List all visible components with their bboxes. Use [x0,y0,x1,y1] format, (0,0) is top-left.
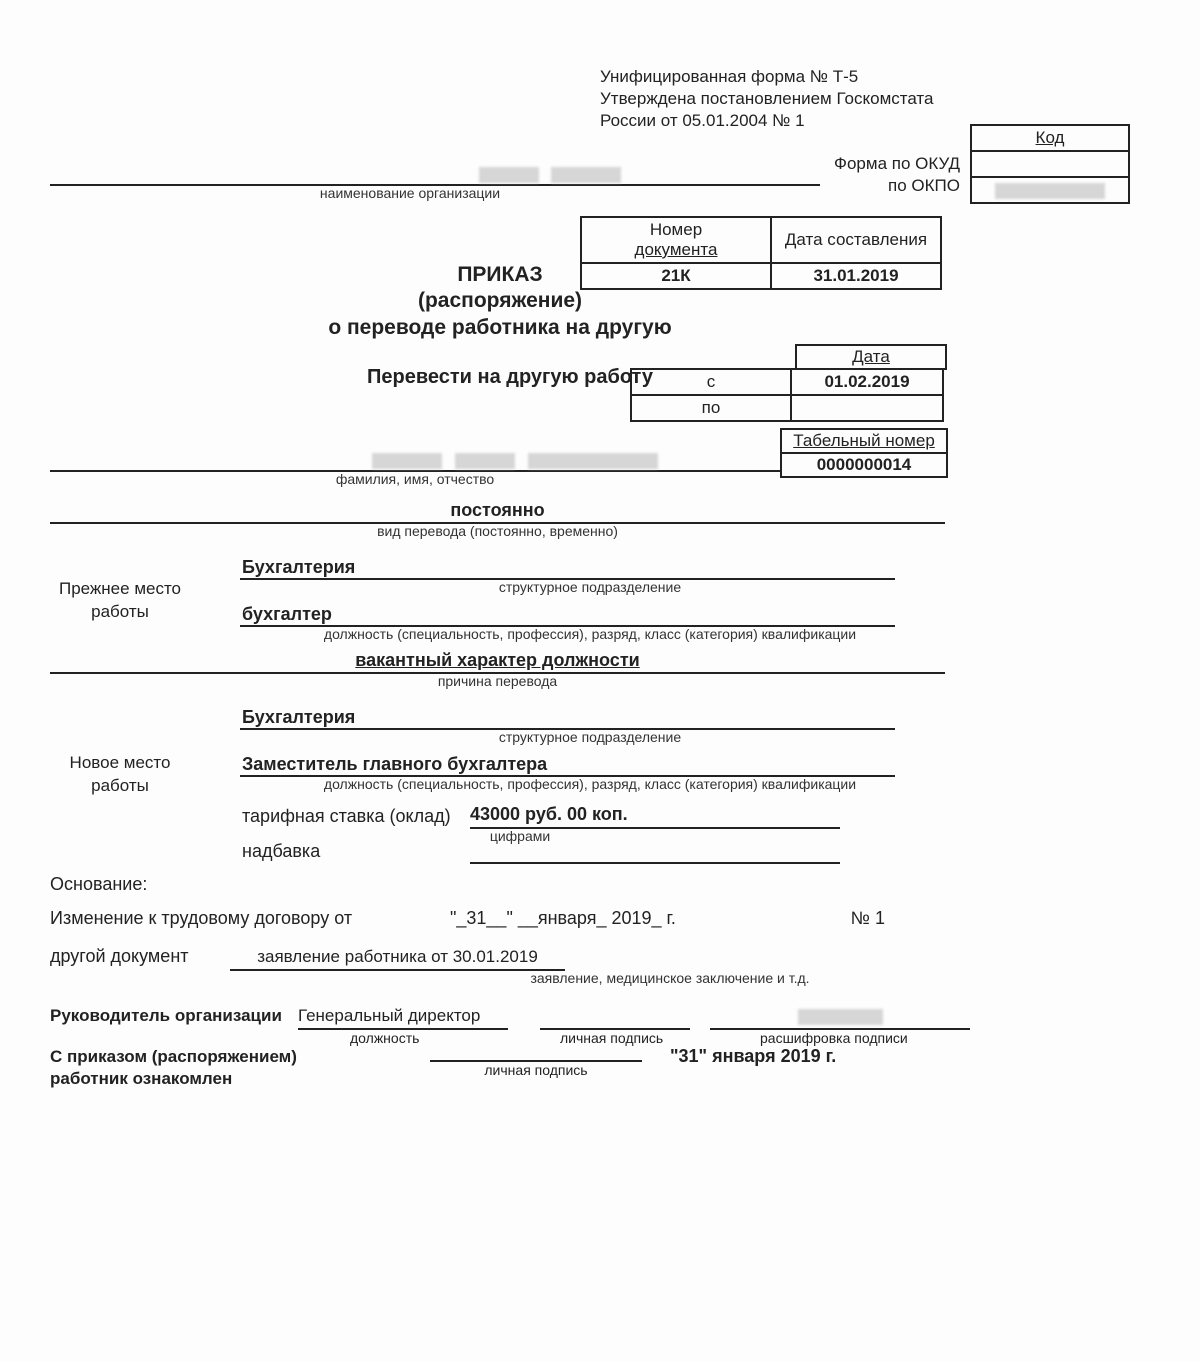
basis-section: Основание: Изменение к трудовому договор… [50,874,945,986]
date-header: Дата [795,344,947,370]
doc-date-header: Дата составления [771,217,941,263]
okud-label: Форма по ОКУД [834,154,960,174]
manager-signature-block: Руководитель организации Генеральный дир… [50,1000,1000,1048]
manager-pos-caption: должность [350,1030,419,1046]
basis-line2-label: другой документ [50,946,189,967]
basis-line1-date: "_31__" __января_ 2019_ г. [450,908,676,929]
org-name-value [50,164,820,184]
new-position-value: Заместитель главного бухгалтера [242,754,547,775]
transfer-dates-box: Дата с 01.02.2019 по [630,344,947,422]
basis-line1-label: Изменение к трудовому договору от [50,908,352,929]
header-line-2: Утверждена постановлением Госкомстата [600,88,933,110]
basis-line1-number: № 1 [851,908,885,929]
transfer-reason-field: вакантный характер должности причина пер… [50,650,945,689]
org-name-caption: наименование организации [210,186,610,201]
prev-position-caption: должность (специальность, профессия), ра… [240,627,940,642]
title-line-2: (распоряжение) [50,288,950,314]
ack-label-1: С приказом (распоряжением) [50,1047,297,1066]
ack-sign-caption: личная подпись [430,1062,642,1078]
header-line-3: России от 05.01.2004 № 1 [600,110,933,132]
code-box: Код [970,124,1130,204]
bonus-value [470,860,840,864]
reason-value: вакантный характер должности [50,650,945,672]
manager-sign-caption: личная подпись [560,1030,663,1046]
new-position-caption: должность (специальность, профессия), ра… [240,777,940,792]
header-line-1: Унифицированная форма № Т-5 [600,66,933,88]
date-to-value [791,395,943,421]
new-workplace-section: Новое место работы Бухгалтерия структурн… [50,706,945,864]
date-to-label: по [631,395,791,421]
basis-header: Основание: [50,874,945,895]
bonus-label: надбавка [242,841,320,862]
ack-label-2: работник ознакомлен [50,1069,232,1088]
manager-label: Руководитель организации [50,1006,282,1026]
prev-unit-value: Бухгалтерия [242,557,355,578]
prev-unit-caption: структурное подразделение [240,580,940,595]
transfer-type-value: постоянно [50,500,945,522]
title-line-3: о переводе работника на другую [50,315,950,341]
transfer-type-caption: вид перевода (постоянно, временно) [298,524,698,539]
form-standard-header: Унифицированная форма № Т-5 Утверждена п… [600,66,933,132]
reason-caption: причина перевода [348,674,648,689]
new-unit-value: Бухгалтерия [242,707,355,728]
manager-position: Генеральный директор [298,1006,508,1030]
doc-num-header-1: Номер [592,220,760,240]
date-from-value: 01.02.2019 [791,369,943,395]
document-page: Унифицированная форма № Т-5 Утверждена п… [0,0,1200,1361]
okpo-value [970,176,1130,204]
ack-date: "31" января 2019 г. [670,1046,836,1067]
basis-line2-value: заявление работника от 30.01.2019 [230,947,565,971]
basis-line2-caption: заявление, медицинское заключение и т.д. [470,971,870,986]
transfer-type-field: постоянно вид перевода (постоянно, време… [50,500,945,539]
personnel-number-header: Табельный номер [780,428,948,454]
personnel-number-box: Табельный номер 0000000014 [780,428,948,478]
salary-label: тарифная ставка (оклад) [242,806,451,827]
manager-name-caption: расшифровка подписи [760,1030,908,1046]
full-name-field: фамилия, имя, отчество [50,450,780,487]
org-name-field: наименование организации [50,164,820,201]
full-name-caption: фамилия, имя, отчество [265,472,565,487]
doc-num-header-2: документа [592,240,760,260]
date-from-label: с [631,369,791,395]
personnel-number-value: 0000000014 [780,452,948,478]
prev-position-value: бухгалтер [242,604,332,625]
new-unit-caption: структурное подразделение [240,730,940,745]
full-name-value [50,450,780,470]
title-line-1: ПРИКАЗ [50,262,950,288]
code-header: Код [970,124,1130,152]
document-title: ПРИКАЗ (распоряжение) о переводе работни… [50,262,950,341]
okpo-label: по ОКПО [888,176,960,196]
manager-name-value [710,1006,970,1030]
previous-workplace-section: Прежнее место работы Бухгалтерия структу… [50,556,945,643]
ack-label: С приказом (распоряжением) работник озна… [50,1046,297,1090]
okud-value [970,150,1130,178]
salary-value: 43000 руб. 00 коп. [470,804,840,829]
